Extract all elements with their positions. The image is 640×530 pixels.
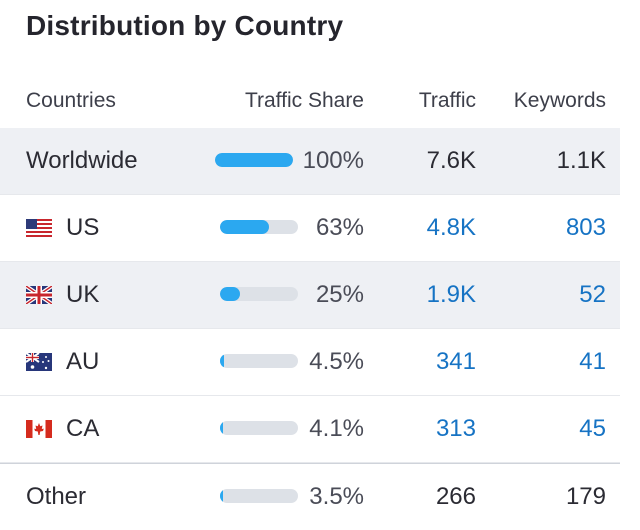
- us-flag-icon: [26, 219, 52, 237]
- traffic-share-bar: [215, 153, 293, 167]
- traffic-share-bar: [220, 421, 298, 435]
- ca-flag-icon: [26, 420, 52, 438]
- traffic-share-bar: [220, 489, 298, 503]
- table-header: Countries Traffic Share Traffic Keywords: [0, 72, 620, 129]
- traffic-share-bar: [220, 220, 298, 234]
- country-name: Other: [26, 483, 87, 510]
- traffic-share-value: 25%: [315, 281, 364, 308]
- country-name[interactable]: UK: [66, 281, 100, 308]
- column-header-countries[interactable]: Countries: [26, 89, 116, 112]
- widget-title: Distribution by Country: [26, 10, 344, 41]
- traffic-value: 266: [435, 483, 476, 510]
- traffic-share-fill: [215, 153, 293, 167]
- country-name[interactable]: AU: [66, 348, 100, 375]
- keywords-link[interactable]: 41: [579, 348, 606, 375]
- table-row-us: US 63% 4.8K 803: [0, 195, 620, 262]
- traffic-value: 7.6K: [426, 147, 476, 174]
- keywords-value: 1.1K: [556, 147, 606, 174]
- traffic-share-value: 4.5%: [309, 348, 364, 375]
- table-row-other: Other 3.5% 266 179: [0, 463, 620, 530]
- table-row-uk: UK 25% 1.9K 52: [0, 262, 620, 329]
- keywords-link[interactable]: 52: [579, 281, 606, 308]
- country-name[interactable]: US: [66, 214, 100, 241]
- keywords-value: 179: [565, 483, 606, 510]
- uk-flag-icon: [26, 286, 52, 304]
- traffic-share-value: 3.5%: [309, 483, 364, 510]
- traffic-link[interactable]: 341: [435, 348, 476, 375]
- traffic-link[interactable]: 4.8K: [426, 214, 476, 241]
- keywords-link[interactable]: 803: [565, 214, 606, 241]
- traffic-share-bar: [220, 287, 298, 301]
- table-row-ca: CA 4.1% 313 45: [0, 396, 620, 463]
- country-name: Worldwide: [26, 147, 138, 174]
- column-header-traffic[interactable]: Traffic: [418, 89, 476, 112]
- traffic-share-fill: [220, 220, 270, 234]
- traffic-share-fill: [220, 489, 224, 503]
- table-body: Worldwide 100% 7.6K 1.1K US 63%: [0, 128, 620, 530]
- traffic-share-value: 100%: [302, 147, 364, 174]
- table-row-worldwide: Worldwide 100% 7.6K 1.1K: [0, 128, 620, 195]
- column-header-keywords[interactable]: Keywords: [513, 89, 606, 112]
- keywords-link[interactable]: 45: [579, 415, 606, 442]
- traffic-share-fill: [220, 287, 240, 301]
- traffic-link[interactable]: 1.9K: [426, 281, 476, 308]
- traffic-share-fill: [220, 421, 224, 435]
- country-name[interactable]: CA: [66, 415, 100, 442]
- traffic-share-bar: [220, 354, 298, 368]
- au-flag-icon: [26, 353, 52, 371]
- traffic-share-fill: [220, 354, 224, 368]
- column-header-traffic-share[interactable]: Traffic Share: [244, 89, 364, 112]
- traffic-link[interactable]: 313: [435, 415, 476, 442]
- traffic-share-value: 4.1%: [309, 415, 364, 442]
- table-row-au: AU 4.5% 341 41: [0, 329, 620, 396]
- traffic-share-value: 63%: [315, 214, 364, 241]
